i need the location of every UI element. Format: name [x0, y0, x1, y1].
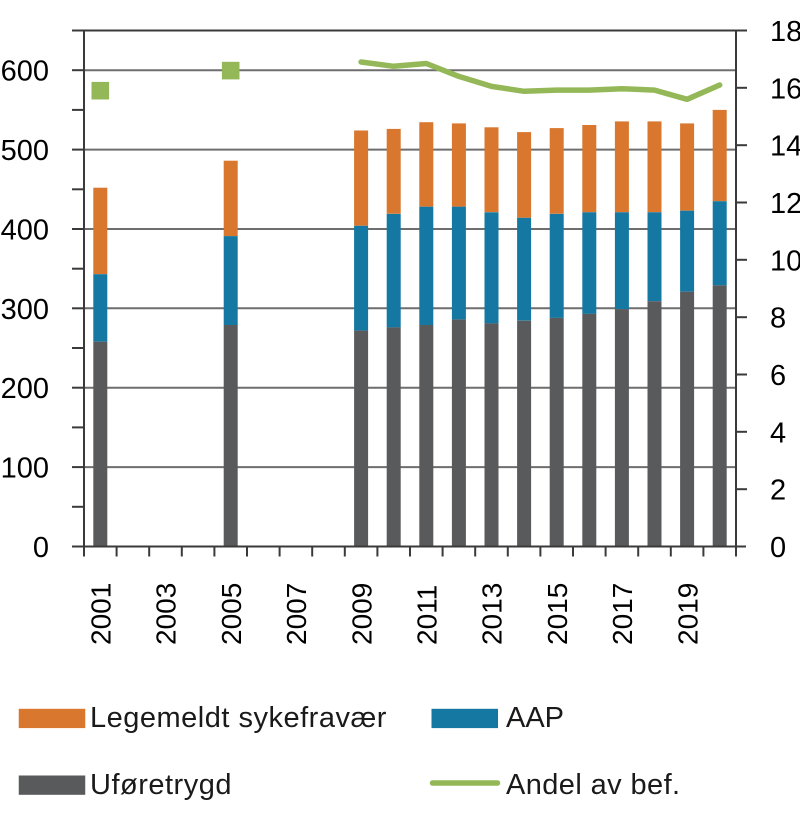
- svg-text:2015: 2015: [542, 583, 573, 645]
- svg-text:2: 2: [770, 475, 786, 507]
- svg-text:100: 100: [1, 453, 49, 485]
- svg-text:2009: 2009: [346, 583, 377, 645]
- svg-text:2001: 2001: [86, 583, 117, 645]
- svg-text:2007: 2007: [281, 583, 312, 645]
- svg-text:2013: 2013: [477, 583, 508, 645]
- svg-text:400: 400: [1, 215, 49, 247]
- svg-text:2011: 2011: [412, 585, 443, 645]
- svg-text:2003: 2003: [151, 583, 182, 645]
- svg-text:18: 18: [770, 16, 800, 48]
- svg-text:Uføretrygd: Uføretrygd: [90, 769, 232, 801]
- svg-text:2019: 2019: [672, 583, 703, 645]
- svg-text:10: 10: [770, 245, 800, 277]
- svg-text:500: 500: [1, 135, 49, 167]
- svg-text:300: 300: [1, 294, 49, 326]
- svg-text:2005: 2005: [216, 583, 247, 645]
- svg-text:0: 0: [770, 532, 786, 564]
- svg-text:Andel av bef.: Andel av bef.: [506, 769, 681, 801]
- svg-text:14: 14: [770, 131, 800, 163]
- svg-text:4: 4: [770, 417, 786, 449]
- svg-text:8: 8: [770, 303, 786, 335]
- svg-text:2017: 2017: [607, 583, 638, 645]
- svg-text:Legemeldt sykefravær: Legemeldt sykefravær: [90, 702, 387, 734]
- svg-text:200: 200: [1, 373, 49, 405]
- svg-text:0: 0: [33, 532, 49, 564]
- svg-text:AAP: AAP: [506, 702, 564, 734]
- svg-text:12: 12: [770, 188, 800, 220]
- svg-text:6: 6: [770, 360, 786, 392]
- svg-text:600: 600: [1, 56, 49, 88]
- svg-text:16: 16: [770, 73, 800, 105]
